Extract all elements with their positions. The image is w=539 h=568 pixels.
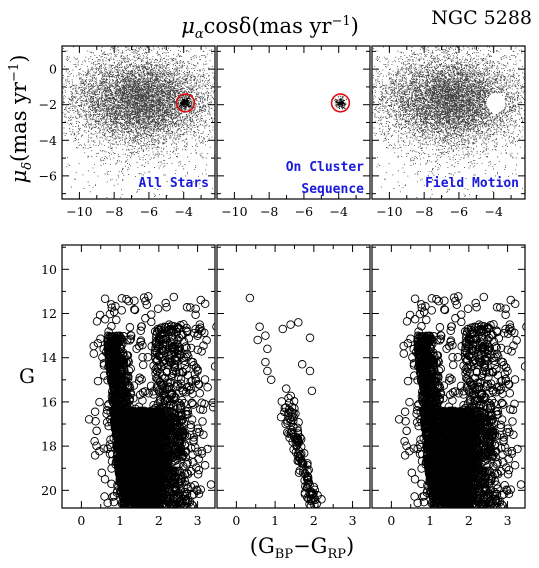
pm-y-tick-label: −6 <box>39 168 57 183</box>
cmd-y-tick-label: 10 <box>41 262 57 277</box>
pm-y-tick-label: 0 <box>49 62 57 77</box>
pm-y-axis-label: μδ(mas yr−1) <box>7 55 35 184</box>
pm-x-tick-label: −10 <box>221 204 247 219</box>
pm-points-1 <box>333 95 350 110</box>
pm-x-tick-label: −10 <box>66 204 92 219</box>
pm-panel-label: All Stars <box>139 176 209 191</box>
cmd-x-tick-label: 2 <box>155 513 163 528</box>
pm-x-tick-label: −8 <box>105 204 123 219</box>
pm-field-points <box>372 46 525 199</box>
pm-selection-circle <box>175 93 196 113</box>
pm-axes-0: −10 −8 −6 −4 −6 −4 −2 0 <box>39 45 216 219</box>
cmd-x-tick-label: 1 <box>116 513 124 528</box>
pm-axes-1: −10 −8 −6 −4 <box>216 45 371 219</box>
cmd-y-tick-label: 16 <box>41 394 57 409</box>
pm-selection-circle <box>330 93 351 113</box>
cmd-star-markers <box>394 292 525 508</box>
cmd-panel-frame <box>371 244 526 509</box>
cmd-points-0 <box>84 292 215 508</box>
pm-x-tick-label: −10 <box>376 204 402 219</box>
cmd-y-tick-label: 20 <box>41 483 57 498</box>
cmd-panel-frame <box>216 244 371 509</box>
pm-panel-frame <box>216 45 371 200</box>
cmd-x-tick-label: 1 <box>271 513 279 528</box>
cmd-star-markers <box>245 293 326 508</box>
cmd-x-tick-label: 2 <box>465 513 473 528</box>
cmd-x-tick-label: 3 <box>194 513 202 528</box>
pm-panel-label: On Cluster <box>286 160 364 175</box>
pm-x-tick-label: −8 <box>260 204 278 219</box>
cmd-panel-frame <box>61 244 216 509</box>
cmd-star-markers <box>84 292 215 508</box>
pm-x-tick-label: −4 <box>174 204 192 219</box>
pm-x-tick-label: −4 <box>484 204 502 219</box>
pm-y-tick-label: −4 <box>39 133 57 148</box>
cmd-y-tick-label: 12 <box>41 306 57 321</box>
cmd-y-tick-label: 18 <box>41 439 57 454</box>
cmd-points-1 <box>245 293 326 508</box>
pm-field-points <box>62 46 215 199</box>
cmd-axes-1: 0 1 2 3 <box>216 244 371 528</box>
pm-panel-label: Sequence <box>301 182 364 197</box>
cmd-x-axis-label: (GBP−GRP) <box>250 534 354 562</box>
pm-panel-frame <box>61 45 216 200</box>
pm-x-tick-label: −8 <box>415 204 433 219</box>
cmd-y-axis-label: G <box>19 364 35 388</box>
pm-axes-2: −10 −8 −6 −4 <box>371 45 526 219</box>
panels-group: −10 −8 −6 −4 −6 −4 −2 0 All Stars −10 −8 −6 −4 On Clu… <box>39 45 526 528</box>
pm-x-tick-label: −6 <box>140 204 158 219</box>
pm-panel-frame <box>371 45 526 200</box>
pm-panel-label: Field Motion <box>425 176 519 191</box>
cmd-x-tick-label: 3 <box>349 513 357 528</box>
cmd-x-tick-label: 0 <box>77 513 85 528</box>
cmd-x-tick-label: 3 <box>504 513 512 528</box>
pm-points-2 <box>372 46 525 199</box>
cmd-x-tick-label: 1 <box>426 513 434 528</box>
cmd-axes-2: 0 1 2 3 <box>371 244 526 528</box>
pm-cluster-points <box>179 94 196 110</box>
cmd-x-tick-label: 2 <box>310 513 318 528</box>
pm-x-tick-label: −4 <box>329 204 347 219</box>
cmd-y-tick-label: 14 <box>41 350 57 365</box>
pm-x-tick-label: −6 <box>450 204 468 219</box>
cmd-x-tick-label: 0 <box>232 513 240 528</box>
figure-title: NGC 5288 <box>431 7 532 29</box>
pm-points-0 <box>62 46 215 199</box>
pm-y-tick-label: −2 <box>39 97 57 112</box>
cmd-x-tick-label: 0 <box>387 513 395 528</box>
pm-x-tick-label: −6 <box>295 204 313 219</box>
pm-x-axis-label: μαcosδ(mas yr−1) <box>181 14 359 42</box>
pm-cluster-points <box>333 95 350 110</box>
cmd-points-2 <box>394 292 525 508</box>
